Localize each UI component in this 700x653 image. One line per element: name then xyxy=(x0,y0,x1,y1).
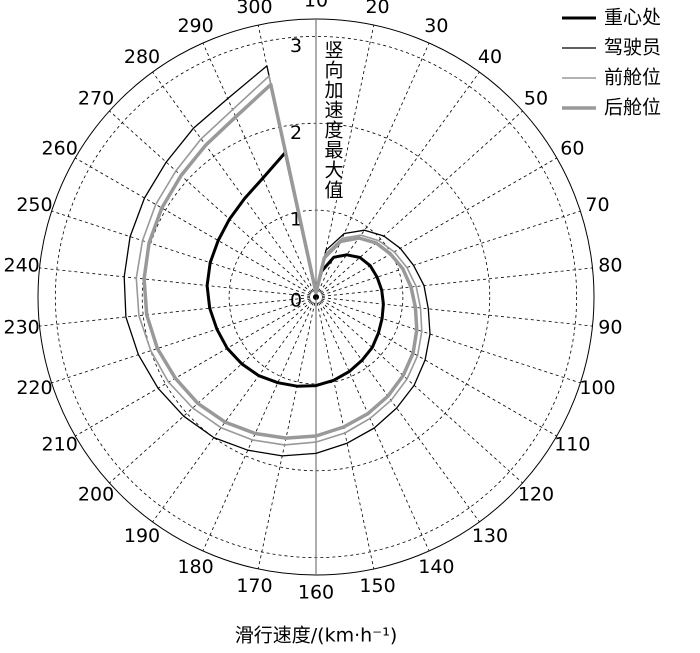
grid-spoke xyxy=(202,296,317,552)
grid-spoke xyxy=(75,296,317,437)
angle-tick-label: 150 xyxy=(359,575,395,597)
grid-spoke xyxy=(202,42,317,298)
grid-spoke xyxy=(315,296,581,384)
angle-tick-label: 80 xyxy=(598,255,622,277)
angle-tick-label: 220 xyxy=(16,377,52,399)
grid-spoke xyxy=(315,210,581,298)
angle-tick-label: 20 xyxy=(365,0,389,18)
grid-spoke xyxy=(315,71,480,298)
angle-tick-label: 70 xyxy=(585,194,609,216)
angle-tick-label: 190 xyxy=(124,525,160,547)
grid-spoke xyxy=(315,296,593,327)
grid-spoke xyxy=(315,157,557,298)
r-tick-label: 2 xyxy=(290,122,302,144)
grid-spoke xyxy=(257,296,317,570)
grid-spoke xyxy=(75,157,317,298)
angle-tick-label: 120 xyxy=(518,484,554,506)
grid-spoke xyxy=(315,296,430,552)
angle-tick-label: 210 xyxy=(42,434,78,456)
angle-tick-label: 260 xyxy=(42,138,78,160)
angle-tick-label: 30 xyxy=(424,15,448,37)
grid-spoke xyxy=(109,110,317,298)
r-tick-label: 0 xyxy=(290,290,302,312)
angle-tick-label: 230 xyxy=(3,316,39,338)
series-line xyxy=(123,65,431,457)
angle-tick-label: 130 xyxy=(472,525,508,547)
grid-spoke xyxy=(315,296,557,437)
angle-tick-label: 10 xyxy=(304,0,328,12)
grid-spoke xyxy=(51,210,317,298)
grid-spoke xyxy=(315,42,430,298)
legend-label: 重心处 xyxy=(604,7,661,29)
grid-spoke xyxy=(152,296,317,523)
r-tick-label: 3 xyxy=(290,35,302,57)
angle-tick-label: 180 xyxy=(177,556,213,578)
series-line xyxy=(205,151,385,388)
angle-tick-label: 300 xyxy=(236,0,272,18)
angle-tick-label: 290 xyxy=(177,15,213,37)
angle-tick-label: 100 xyxy=(579,377,615,399)
angle-tick-label: 240 xyxy=(3,255,39,277)
angle-tick-label: 280 xyxy=(124,46,160,68)
series-line xyxy=(135,75,423,446)
grid-spoke xyxy=(109,296,317,484)
x-axis-label: 滑行速度/(km·h⁻¹) xyxy=(235,625,397,647)
angle-tick-label: 90 xyxy=(598,316,622,338)
grid-spoke xyxy=(315,267,593,298)
series-line xyxy=(142,82,419,440)
legend-label: 后舱位 xyxy=(604,97,661,119)
angle-tick-label: 170 xyxy=(236,575,272,597)
grid-spoke xyxy=(51,296,317,384)
grid-spoke xyxy=(315,296,523,484)
angle-tick-label: 250 xyxy=(16,194,52,216)
grid-spoke xyxy=(39,267,317,298)
angle-tick-label: 50 xyxy=(524,87,548,109)
angle-tick-label: 270 xyxy=(78,87,114,109)
angle-tick-label: 200 xyxy=(78,484,114,506)
grid-spoke xyxy=(39,296,317,327)
legend-label: 驾驶员 xyxy=(604,37,661,59)
angle-tick-label: 160 xyxy=(298,582,334,604)
legend-label: 前舱位 xyxy=(604,67,661,89)
angle-tick-label: 140 xyxy=(418,556,454,578)
angle-tick-label: 60 xyxy=(560,138,584,160)
angle-tick-label: 40 xyxy=(478,46,502,68)
grid-spoke xyxy=(315,110,523,298)
r-axis-label: 竖向加速度最大值 xyxy=(322,40,344,200)
grid-spoke xyxy=(315,296,480,523)
angle-tick-label: 110 xyxy=(554,434,590,456)
grid-spoke xyxy=(152,71,317,298)
grid-spoke xyxy=(315,24,375,298)
